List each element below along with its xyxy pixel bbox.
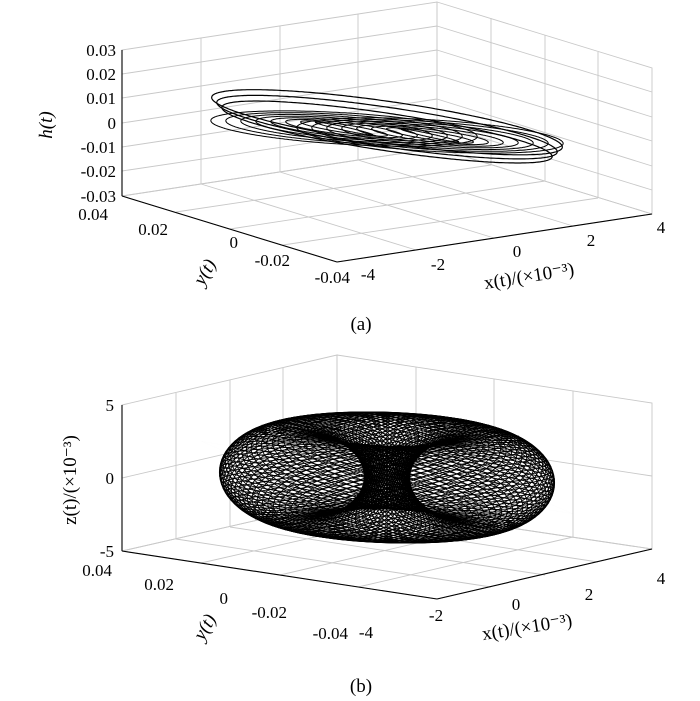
trajectory-line	[311, 119, 549, 152]
trajectory-line	[326, 120, 534, 151]
panel-a: 0.03 0.02 0.01 0 -0.01 -0.02 -0.03 0.04 …	[36, 1, 666, 335]
trajectory-line	[250, 436, 478, 518]
y-tick: 0	[230, 233, 239, 252]
z-tick: -5	[100, 542, 114, 561]
y-tick: 0.04	[82, 561, 112, 580]
x-tick: -4	[359, 623, 374, 642]
caption-a: (a)	[350, 314, 371, 335]
z-axis-label: z(t)/(×10⁻³)	[60, 435, 81, 525]
panel-a-z-ticks: 0.03 0.02 0.01 0 -0.01 -0.02 -0.03	[81, 41, 116, 206]
z-tick: -0.01	[81, 138, 116, 157]
panel-a-grid	[121, 1, 653, 263]
trajectory-line	[251, 429, 479, 524]
trajectory-line	[334, 411, 550, 542]
trajectory-line	[261, 424, 491, 527]
x-tick: -2	[431, 255, 445, 274]
trajectory-line	[400, 128, 460, 143]
y-axis-label: y(t)	[189, 256, 221, 291]
x-axis-label: x(t)/(×10⁻³)	[481, 610, 574, 645]
z-tick: 0	[106, 469, 115, 488]
trajectory-line	[329, 411, 547, 541]
trajectory-line	[343, 411, 553, 543]
z-tick: 0.02	[86, 65, 116, 84]
z-tick: -0.03	[81, 187, 116, 206]
z-tick: 5	[106, 396, 115, 415]
x-tick: -2	[429, 606, 443, 625]
trajectory-line	[386, 127, 474, 144]
y-tick: -0.02	[252, 603, 287, 622]
trajectory-line	[201, 441, 573, 514]
z-tick: 0.01	[86, 89, 116, 108]
panel-b-z-ticks: 5 0 -5	[100, 396, 114, 561]
trajectory-line	[313, 412, 537, 538]
trajectory-line	[221, 100, 553, 164]
panel-a-axes	[121, 50, 653, 263]
y-tick: -0.02	[255, 251, 290, 270]
panel-b: 5 0 -5 0.04 0.02 0 -0.02 -0.04 -4 -2 0 2…	[60, 354, 666, 697]
trajectory-line	[272, 421, 503, 530]
panel-a-x-ticks: -4 -2 0 2 4	[361, 218, 666, 284]
trajectory-line	[238, 436, 462, 520]
z-tick: 0.03	[86, 41, 116, 60]
y-tick: 0.02	[144, 575, 174, 594]
panel-b-x-ticks: -4 -2 0 2 4	[359, 569, 666, 642]
caption-b: (b)	[350, 676, 372, 697]
trajectory-line	[339, 411, 552, 543]
x-tick: 0	[512, 595, 521, 614]
panel-b-axes	[121, 405, 653, 600]
trajectory-line	[246, 431, 474, 523]
trajectory-line	[307, 413, 533, 537]
y-tick: -0.04	[315, 268, 351, 287]
trajectory-line	[240, 113, 448, 144]
y-tick: 0.02	[138, 220, 168, 239]
y-tick: 0.04	[78, 205, 108, 224]
x-tick: 2	[587, 231, 596, 250]
trajectory-line	[352, 412, 555, 544]
x-tick: 4	[657, 569, 666, 588]
trajectory-line	[319, 412, 541, 539]
trajectory-line	[296, 117, 564, 154]
trajectory-line	[333, 416, 549, 543]
panel-a-trajectory	[206, 89, 564, 168]
trajectory-line	[230, 441, 450, 510]
x-tick: 4	[657, 218, 666, 237]
z-axis-label: h(t)	[36, 111, 57, 138]
panel-a-y-ticks: 0.04 0.02 0 -0.02 -0.04	[78, 205, 350, 287]
trajectory-line	[255, 115, 433, 142]
trajectory-line	[230, 440, 451, 518]
trajectory-line	[302, 414, 529, 536]
panel-b-y-ticks: 0.04 0.02 0 -0.02 -0.04	[82, 561, 348, 643]
trajectory-line	[270, 117, 418, 140]
y-tick: 0	[220, 589, 229, 608]
y-axis-label: y(t)	[189, 611, 221, 646]
trajectory-line	[354, 412, 556, 544]
x-axis-label: x(t)/(×10⁻³)	[483, 259, 576, 294]
trajectory-line	[324, 411, 544, 540]
z-tick: 0	[108, 114, 117, 133]
trajectory-line	[211, 89, 563, 156]
trajectory-line	[284, 417, 514, 532]
trajectory-line	[278, 419, 508, 531]
panel-b-trajectory	[201, 411, 573, 544]
x-tick: -4	[361, 265, 376, 284]
y-tick: -0.04	[313, 624, 349, 643]
trajectory-line	[256, 426, 485, 526]
trajectory-line	[351, 413, 555, 544]
trajectory-line	[371, 125, 489, 146]
trajectory-line	[290, 416, 519, 534]
trajectory-line	[348, 411, 555, 544]
z-tick: -0.02	[81, 162, 116, 181]
trajectory-line	[266, 422, 497, 528]
trajectory-line	[206, 95, 559, 168]
x-tick: 0	[513, 242, 522, 261]
trajectory-line	[296, 415, 524, 535]
x-tick: 2	[585, 585, 594, 604]
trajectory-line	[356, 124, 504, 147]
trajectory-line	[341, 122, 519, 149]
